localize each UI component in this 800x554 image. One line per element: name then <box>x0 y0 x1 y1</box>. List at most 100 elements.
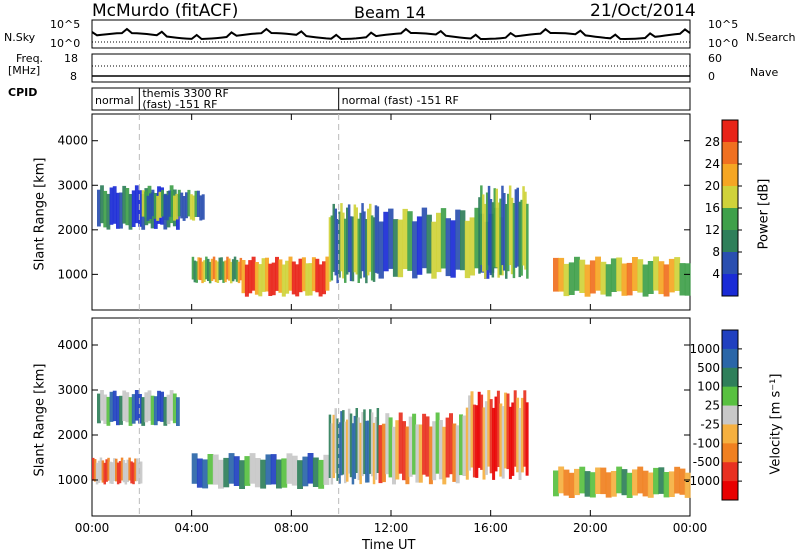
count-tick-bottom-right: 10^0 <box>708 37 739 50</box>
data-cell <box>684 472 691 498</box>
data-cell <box>344 421 347 484</box>
data-cell <box>642 470 649 497</box>
colorbar-segment <box>722 164 738 187</box>
colorbar-tick-label: -1000 <box>685 474 720 488</box>
data-cell <box>398 412 403 474</box>
data-cell <box>103 394 108 424</box>
data-cell <box>237 261 241 284</box>
data-cell <box>422 413 427 475</box>
data-cell <box>568 472 575 498</box>
colorbar-segment <box>722 230 738 253</box>
colorbar-segment <box>722 462 738 482</box>
data-cell <box>297 460 303 489</box>
data-cell <box>605 472 612 498</box>
data-cell <box>153 193 157 219</box>
data-cell <box>301 257 306 292</box>
data-cell <box>218 257 221 281</box>
data-cell <box>497 202 500 278</box>
data-cell <box>286 453 293 484</box>
data-cell <box>103 462 106 485</box>
data-cell <box>563 469 570 496</box>
data-cell <box>302 456 309 487</box>
data-cell <box>484 203 487 279</box>
data-cell <box>346 207 349 275</box>
data-cell <box>455 425 460 484</box>
nave-label: Nave <box>750 66 779 79</box>
data-cell <box>248 260 253 294</box>
data-cell <box>493 188 496 267</box>
nsearch-label: N.Search <box>746 31 796 44</box>
data-cell <box>523 390 527 467</box>
data-cell <box>520 199 523 276</box>
data-cell <box>445 417 450 478</box>
count-tick-bottom-left: 10^0 <box>50 37 81 50</box>
data-cell <box>679 263 686 296</box>
colorbar-segment <box>722 274 738 297</box>
data-cell <box>508 185 512 265</box>
data-cell <box>489 199 493 276</box>
data-cell <box>363 211 366 278</box>
data-cell <box>610 471 617 497</box>
data-cell <box>258 264 263 297</box>
data-cell <box>374 205 378 273</box>
data-cell <box>199 195 203 221</box>
data-cell <box>460 210 466 271</box>
data-cell <box>480 394 484 470</box>
data-cell <box>452 423 457 482</box>
data-cell <box>207 258 210 281</box>
data-cell <box>426 214 432 274</box>
data-cell <box>480 185 483 265</box>
ytick-label: 3000 <box>57 383 88 397</box>
data-cell <box>116 462 120 485</box>
data-cell <box>95 462 99 485</box>
data-cell <box>525 402 529 476</box>
data-cell <box>157 390 161 422</box>
data-cell <box>311 257 316 292</box>
data-cell <box>119 192 123 229</box>
data-cell <box>344 218 347 283</box>
data-cell <box>92 457 95 481</box>
data-cell <box>216 261 220 283</box>
data-cell <box>395 420 400 480</box>
data-cell <box>182 196 186 221</box>
data-cell <box>265 257 269 292</box>
data-cell <box>195 261 198 283</box>
data-cell <box>514 189 518 268</box>
colorbar-segment <box>722 120 738 143</box>
data-cell <box>101 460 105 483</box>
data-cell <box>372 217 376 282</box>
data-cell <box>475 405 479 478</box>
data-cell <box>347 408 351 474</box>
data-cell <box>202 459 209 489</box>
data-cell <box>367 420 370 483</box>
data-cell <box>191 256 195 280</box>
data-cell <box>496 390 500 467</box>
data-cell <box>610 258 617 292</box>
data-cell <box>445 218 451 277</box>
data-cell <box>647 472 654 498</box>
cpid-panel <box>91 87 691 111</box>
data-cell <box>328 414 332 478</box>
colorbar-segment <box>722 186 738 209</box>
data-cell <box>323 454 330 485</box>
data-cell <box>146 195 150 221</box>
ytick-label: 4000 <box>57 134 88 148</box>
data-cell <box>260 459 267 489</box>
data-cell <box>626 472 633 498</box>
data-cell <box>589 472 596 498</box>
data-cell <box>170 191 174 218</box>
data-cell <box>150 395 155 425</box>
ytick-label: 2000 <box>57 428 88 442</box>
data-cell <box>130 461 133 484</box>
data-cell <box>579 466 586 494</box>
data-cell <box>268 263 273 296</box>
data-cell <box>241 260 246 294</box>
data-cell <box>589 260 596 294</box>
data-cell <box>477 391 481 468</box>
data-cell <box>158 191 162 218</box>
data-cell <box>330 215 334 281</box>
data-cell <box>207 454 214 485</box>
data-cell <box>332 203 335 272</box>
data-cell <box>505 204 508 279</box>
data-cell <box>192 195 196 221</box>
